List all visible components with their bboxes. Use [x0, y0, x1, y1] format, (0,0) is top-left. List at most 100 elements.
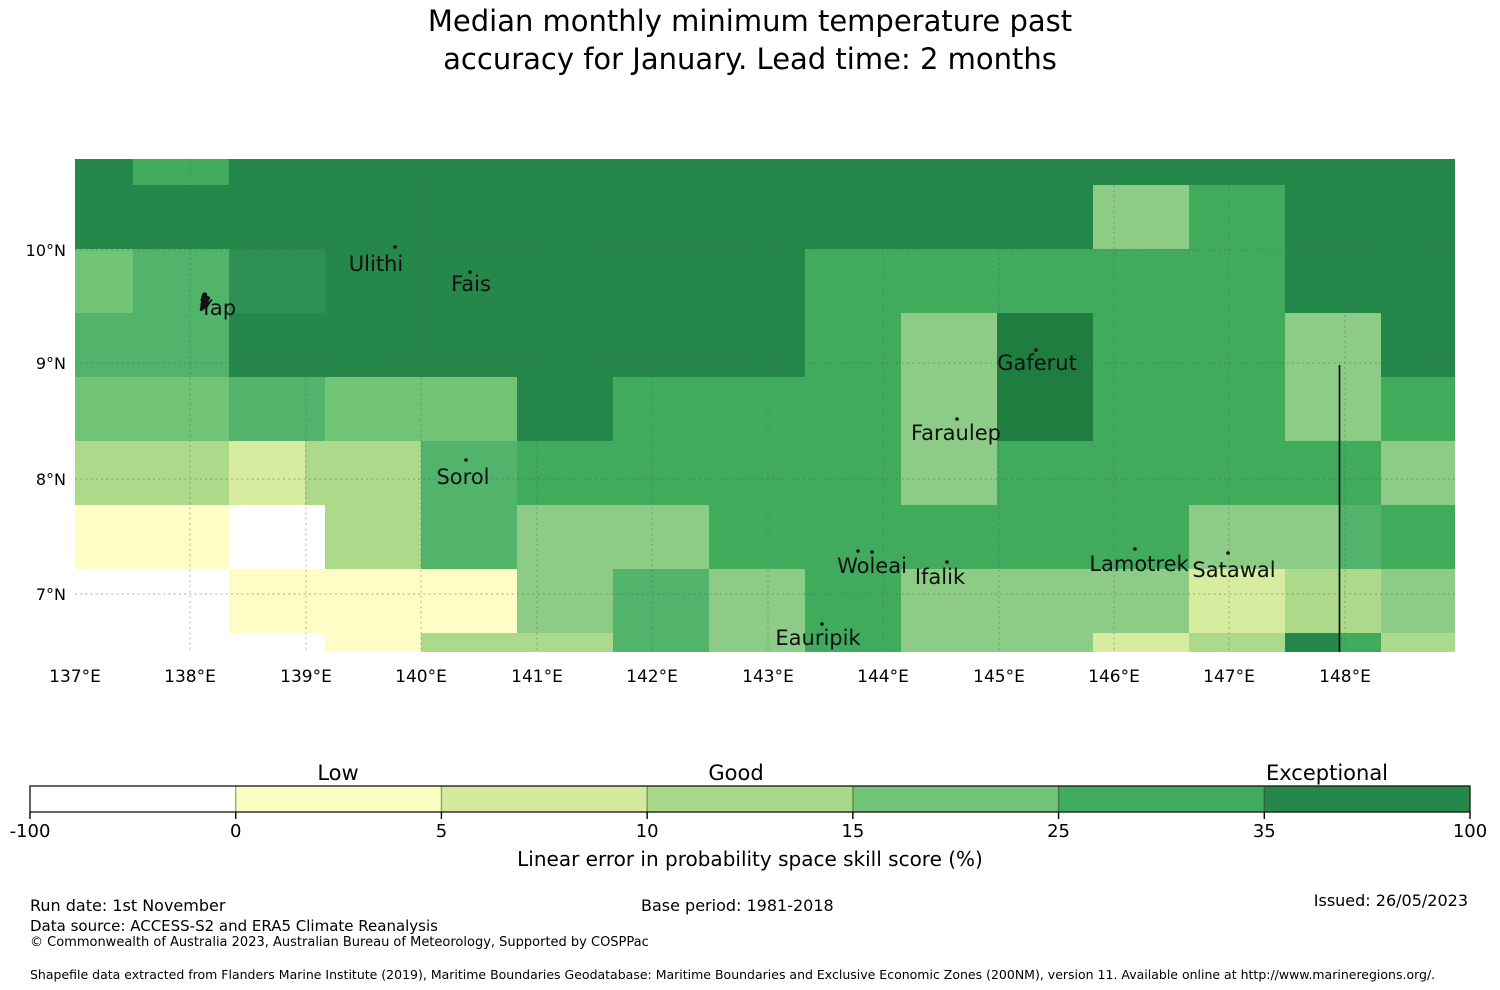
x-tick-label: 143°E — [742, 667, 794, 687]
island-marker-dot — [1226, 551, 1230, 555]
map-cell — [517, 569, 613, 633]
colorbar-category-label: Low — [317, 761, 358, 785]
map-cell — [901, 313, 997, 377]
map-cell — [517, 377, 613, 441]
island-marker-dot — [1133, 547, 1137, 551]
map-cell — [1340, 633, 1381, 652]
map-cell — [1093, 313, 1285, 377]
map-cell — [997, 377, 1093, 441]
map-raster — [75, 159, 1455, 652]
colorbar-segment — [30, 786, 236, 812]
colorbar-tick-label: -100 — [10, 821, 51, 842]
yap-island-outline — [199, 292, 211, 312]
map-cell — [1093, 377, 1285, 441]
map-cell — [1340, 505, 1381, 569]
colorbar-tick-label: 15 — [841, 821, 864, 842]
map-cell — [901, 633, 1093, 652]
chart-title-line2: accuracy for January. Lead time: 2 month… — [443, 42, 1057, 76]
map-cell — [75, 505, 229, 569]
colorbar-segment — [441, 786, 648, 812]
island-label: Woleai — [837, 554, 907, 578]
map-cell — [805, 633, 901, 652]
map-cell — [325, 505, 421, 569]
y-tick-label: 9°N — [36, 354, 66, 373]
map-cell — [709, 569, 805, 633]
map-cell — [1285, 185, 1455, 249]
map-cell — [421, 633, 613, 652]
base-period-text: Base period: 1981-2018 — [641, 896, 834, 915]
map-cell — [229, 569, 517, 633]
map-cell — [75, 313, 229, 377]
island-label: Ifalik — [915, 565, 966, 589]
island-marker-dot — [945, 560, 949, 564]
colorbar: -100 0 5 10 15 25 35 100 Low Good Exceptional — [10, 761, 1488, 842]
x-tick-label: 142°E — [626, 667, 678, 687]
map-cell — [305, 441, 421, 505]
map-cell — [517, 441, 901, 505]
colorbar-segment — [1058, 786, 1265, 812]
colorbar-segment — [852, 786, 1059, 812]
map-cell — [75, 159, 133, 185]
y-tick-label: 10°N — [26, 241, 66, 260]
map-cell — [613, 633, 709, 652]
island-marker-dot — [870, 550, 874, 554]
map-cell — [805, 249, 1285, 313]
island-marker-dot — [468, 270, 472, 274]
map-cell — [75, 185, 1093, 249]
island-label: Faraulep — [911, 421, 1001, 445]
map-cell — [75, 249, 133, 313]
map-cell — [805, 569, 901, 633]
map-cell — [1381, 377, 1455, 441]
island-label: Lamotrek — [1089, 552, 1189, 576]
island-marker-dot — [1034, 348, 1038, 352]
island-label: Eauripik — [775, 626, 861, 650]
issued-date-text: Issued: 26/05/2023 — [1314, 891, 1468, 910]
island-marker-dot — [464, 458, 468, 462]
colorbar-category-label: Exceptional — [1266, 761, 1388, 785]
x-tick-label: 148°E — [1319, 667, 1371, 687]
x-tick-label: 141°E — [511, 667, 563, 687]
colorbar-category-label: Good — [708, 761, 763, 785]
x-tick-label: 145°E — [973, 667, 1025, 687]
x-tick-label: 146°E — [1088, 667, 1140, 687]
y-tick-label: 7°N — [36, 585, 66, 604]
colorbar-segment — [235, 786, 442, 812]
map-cell — [1189, 633, 1285, 652]
shapefile-attribution-text: Shapefile data extracted from Flanders M… — [30, 967, 1435, 982]
map-cell — [1285, 249, 1455, 313]
colorbar-tick-label: 25 — [1047, 821, 1070, 842]
map-cell — [75, 377, 229, 441]
map-cell — [229, 159, 1455, 185]
map-cell — [1381, 441, 1455, 505]
map-cell — [75, 633, 325, 652]
map-cell — [1285, 633, 1340, 652]
map-cell — [1189, 185, 1285, 249]
colorbar-tick-label: 35 — [1253, 821, 1276, 842]
colorbar-tick-label: 0 — [230, 821, 241, 842]
x-tick-label: 137°E — [49, 667, 101, 687]
chart-title-line1: Median monthly minimum temperature past — [428, 4, 1072, 38]
colorbar-frame — [29, 785, 1471, 813]
island-marker-dot — [856, 549, 860, 553]
map-cell — [229, 249, 325, 313]
map-cell — [229, 377, 325, 441]
map-cell — [1093, 633, 1189, 652]
y-axis-ticks: 10°N 9°N 8°N 7°N — [26, 241, 66, 604]
map-cell — [901, 441, 997, 505]
map-cell — [133, 249, 229, 313]
graticule-gridlines — [75, 159, 1455, 652]
map-cell — [229, 313, 805, 377]
island-label: Ulithi — [349, 252, 403, 276]
map-cell — [1093, 185, 1189, 249]
x-tick-label: 139°E — [280, 667, 332, 687]
map-cell — [517, 505, 709, 569]
map-cell — [709, 633, 805, 652]
colorbar-tick-label: 5 — [436, 821, 447, 842]
run-date-text: Run date: 1st November — [30, 896, 226, 915]
island-marker-dot — [393, 245, 397, 249]
colorbar-tick-label: 100 — [1453, 821, 1487, 842]
map-cell — [133, 159, 229, 185]
